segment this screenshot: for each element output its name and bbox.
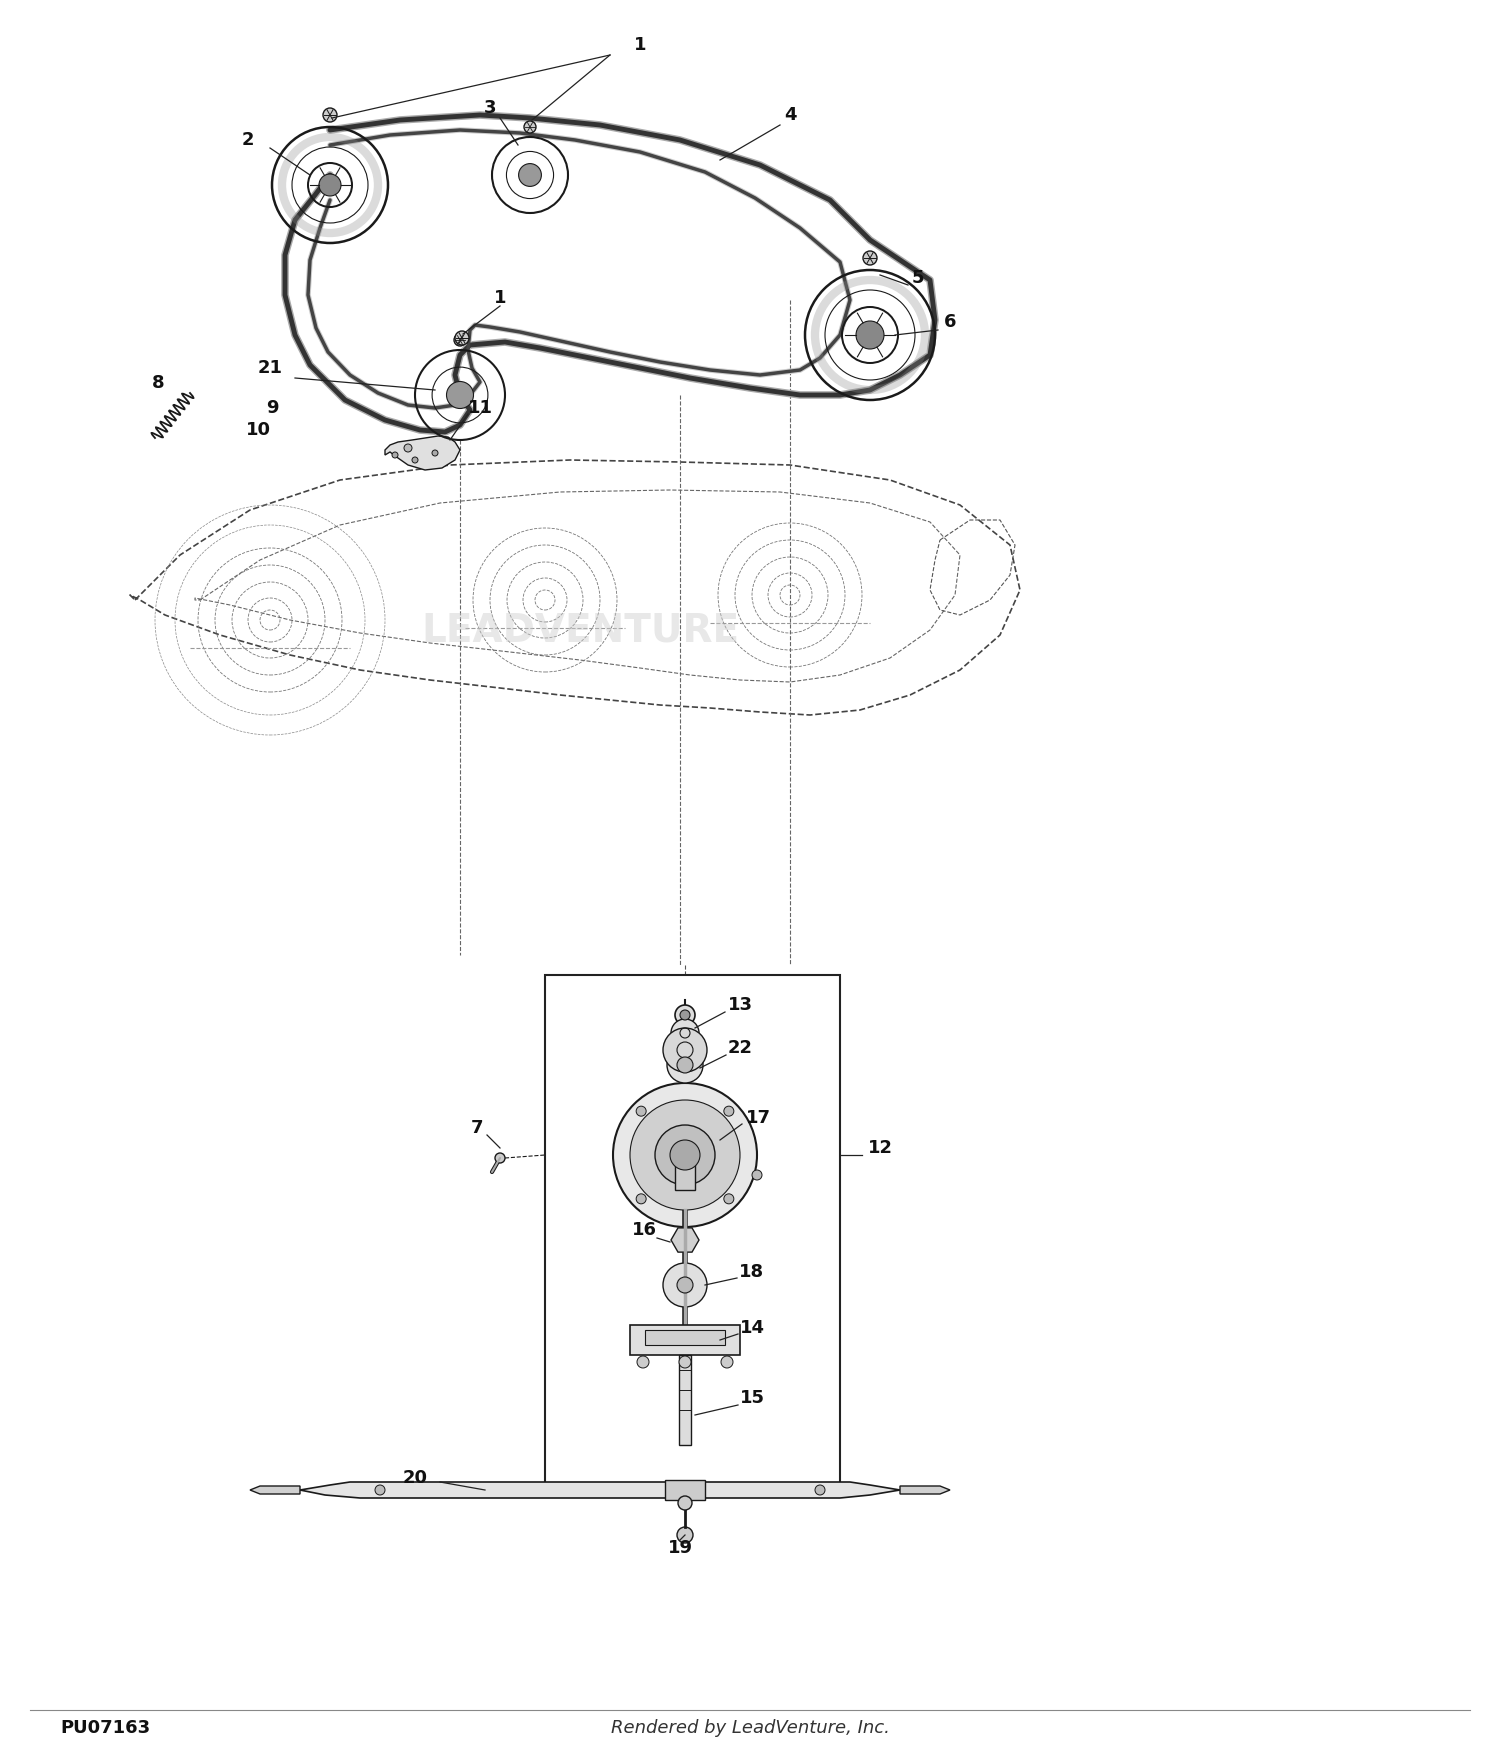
Circle shape: [404, 444, 412, 452]
Circle shape: [392, 452, 398, 458]
Circle shape: [856, 320, 883, 348]
Text: 22: 22: [728, 1040, 753, 1057]
Bar: [645, 1330, 724, 1346]
Polygon shape: [300, 1482, 900, 1498]
Text: 2: 2: [242, 131, 255, 149]
Text: 1: 1: [494, 289, 506, 306]
Polygon shape: [251, 1486, 300, 1494]
Circle shape: [676, 1278, 693, 1293]
Circle shape: [724, 1194, 734, 1204]
Text: 5: 5: [912, 270, 924, 287]
Text: 8: 8: [152, 374, 165, 392]
Circle shape: [636, 1194, 646, 1204]
Circle shape: [630, 1101, 740, 1209]
Circle shape: [675, 1004, 694, 1026]
Text: 7: 7: [471, 1118, 483, 1138]
Circle shape: [656, 1125, 716, 1185]
Circle shape: [524, 121, 536, 133]
Text: 13: 13: [728, 996, 753, 1013]
Text: 11: 11: [468, 399, 492, 416]
Circle shape: [724, 1106, 734, 1116]
Circle shape: [454, 331, 470, 345]
Text: LEADVENTURE: LEADVENTURE: [422, 611, 740, 649]
Bar: [544, 975, 840, 1489]
Circle shape: [752, 1171, 762, 1180]
Circle shape: [322, 108, 338, 123]
Circle shape: [519, 163, 542, 187]
Text: 3: 3: [483, 100, 496, 117]
Text: 21: 21: [258, 359, 282, 376]
Text: 17: 17: [746, 1110, 771, 1127]
Circle shape: [636, 1106, 646, 1116]
Circle shape: [668, 1046, 704, 1083]
Circle shape: [447, 382, 474, 408]
Circle shape: [670, 1139, 700, 1171]
Circle shape: [676, 1057, 693, 1073]
Text: Rendered by LeadVenture, Inc.: Rendered by LeadVenture, Inc.: [610, 1718, 890, 1738]
Text: 14: 14: [740, 1320, 765, 1337]
Circle shape: [815, 1486, 825, 1494]
Circle shape: [495, 1153, 506, 1164]
Circle shape: [320, 173, 340, 196]
Bar: [630, 1325, 740, 1354]
Text: 12: 12: [867, 1139, 892, 1157]
Circle shape: [454, 334, 466, 346]
Circle shape: [413, 457, 419, 464]
Circle shape: [862, 250, 877, 264]
Circle shape: [375, 1486, 386, 1494]
Polygon shape: [386, 436, 460, 471]
Circle shape: [676, 1528, 693, 1544]
Text: 1: 1: [633, 37, 646, 54]
Text: 6: 6: [944, 313, 956, 331]
Text: 15: 15: [740, 1390, 765, 1407]
Polygon shape: [900, 1486, 950, 1494]
Circle shape: [614, 1083, 758, 1227]
Circle shape: [678, 1496, 692, 1510]
Circle shape: [670, 1018, 699, 1046]
Text: 10: 10: [246, 422, 270, 439]
Text: 18: 18: [740, 1264, 765, 1281]
Bar: [664, 1480, 705, 1500]
Text: 9: 9: [266, 399, 279, 416]
Text: 19: 19: [668, 1538, 693, 1558]
Bar: [675, 1150, 694, 1190]
Text: PU07163: PU07163: [60, 1718, 150, 1738]
Text: 4: 4: [783, 107, 796, 124]
Circle shape: [680, 1010, 690, 1020]
Circle shape: [663, 1264, 706, 1307]
Bar: [680, 1354, 692, 1446]
Circle shape: [680, 1356, 692, 1368]
Circle shape: [638, 1356, 650, 1368]
Circle shape: [432, 450, 438, 457]
Circle shape: [722, 1356, 734, 1368]
Text: 16: 16: [632, 1222, 657, 1239]
Polygon shape: [670, 1228, 699, 1251]
Text: 20: 20: [402, 1468, 427, 1488]
Circle shape: [663, 1027, 706, 1073]
